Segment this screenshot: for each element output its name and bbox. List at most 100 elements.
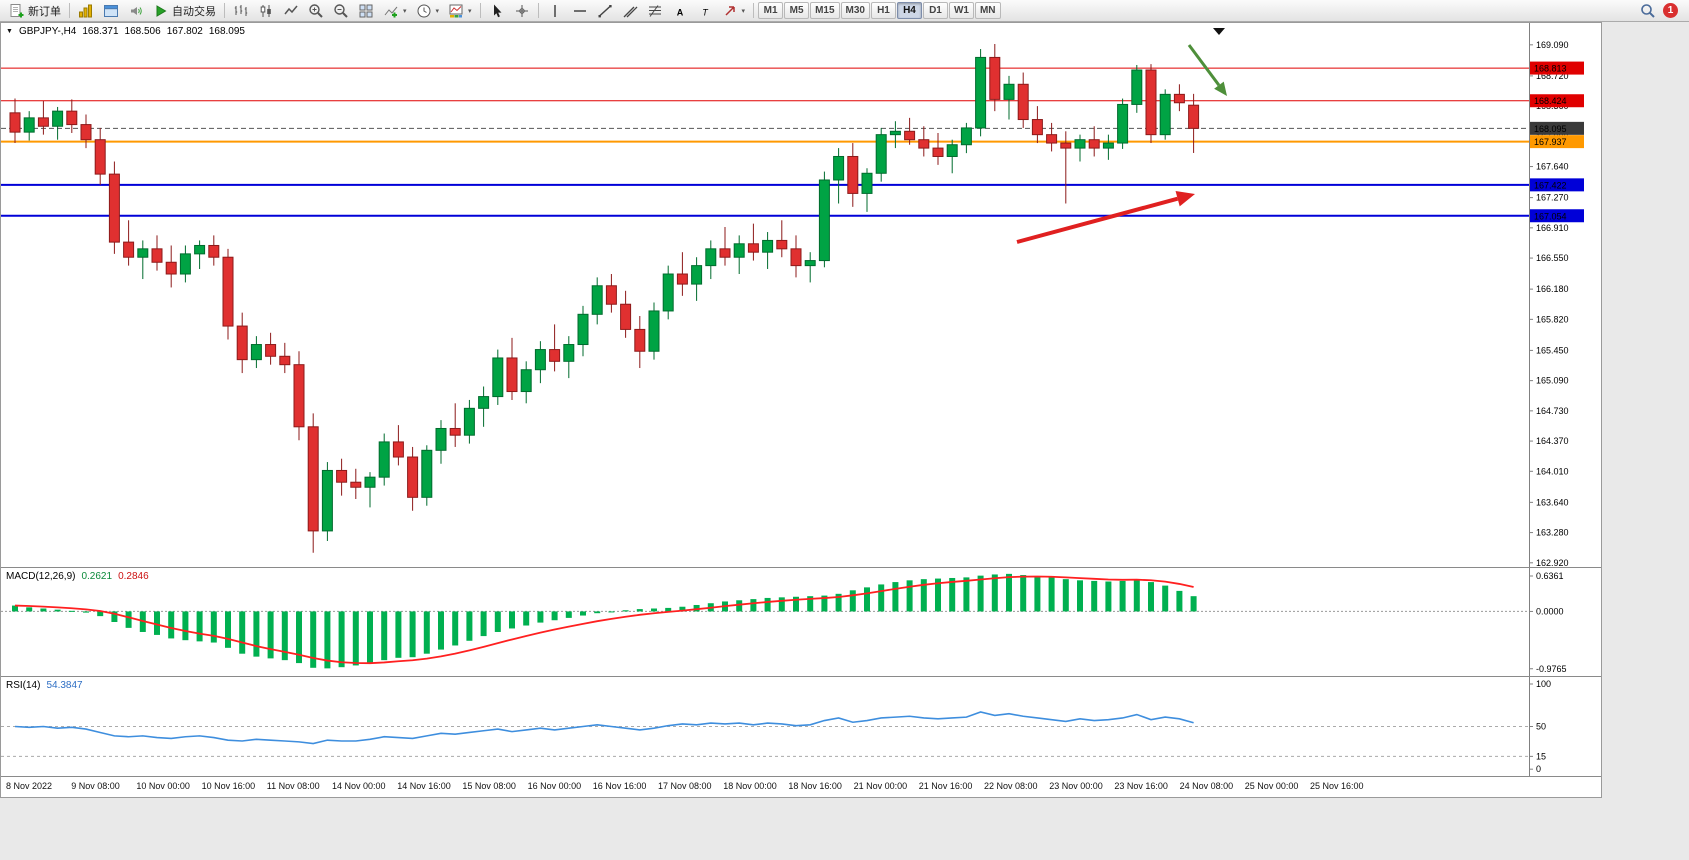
svg-text:50: 50 bbox=[1536, 722, 1546, 732]
timeframe-button-m30[interactable]: M30 bbox=[840, 2, 870, 19]
horizontal-line-button[interactable] bbox=[568, 1, 592, 21]
svg-text:167.937: 167.937 bbox=[1534, 137, 1567, 147]
svg-text:-0.9765: -0.9765 bbox=[1536, 664, 1567, 674]
profiles-button[interactable] bbox=[99, 1, 123, 21]
text-label-button[interactable]: T bbox=[693, 1, 717, 21]
text-button[interactable]: A bbox=[668, 1, 692, 21]
candlestick-button[interactable] bbox=[254, 1, 278, 21]
timeframe-button-w1[interactable]: W1 bbox=[948, 2, 974, 19]
tile-windows-icon bbox=[358, 3, 374, 19]
time-axis-label: 22 Nov 08:00 bbox=[984, 781, 1038, 791]
channel-button[interactable] bbox=[618, 1, 642, 21]
fibonacci-button[interactable] bbox=[643, 1, 667, 21]
svg-text:167.640: 167.640 bbox=[1536, 162, 1569, 172]
time-axis-label: 9 Nov 08:00 bbox=[71, 781, 120, 791]
svg-text:168.424: 168.424 bbox=[1534, 96, 1567, 106]
chevron-down-icon: ▾ bbox=[468, 7, 472, 15]
timeframe-group: M1 M5 M15 M30 H1 H4 D1 W1 MN bbox=[758, 2, 1001, 19]
price-axis-ticks: 169.090168.720168.360167.990167.640167.2… bbox=[1529, 40, 1569, 567]
line-chart-icon bbox=[283, 3, 299, 19]
time-axis-label: 25 Nov 16:00 bbox=[1310, 781, 1364, 791]
rsi-pane[interactable]: 100 50 15 0 RSI(14) 54.3847 bbox=[1, 677, 1601, 777]
trendline-button[interactable] bbox=[593, 1, 617, 21]
price-chart[interactable]: 169.090168.720168.360167.990167.640167.2… bbox=[1, 23, 1601, 567]
workspace-background-bottom bbox=[0, 798, 1602, 860]
svg-text:A: A bbox=[676, 7, 683, 17]
rsi-chart[interactable]: 100 50 15 0 bbox=[1, 677, 1601, 776]
cursor-icon bbox=[489, 3, 505, 19]
toolbar-separator bbox=[537, 3, 539, 18]
symbol-dropdown-icon[interactable]: ▼ bbox=[6, 28, 13, 35]
time-axis[interactable]: 8 Nov 2022 9 Nov 08:00 10 Nov 00:00 10 Nov … bbox=[1, 777, 1601, 797]
time-axis-label: 24 Nov 08:00 bbox=[1179, 781, 1234, 791]
notification-badge[interactable]: 1 bbox=[1663, 3, 1678, 18]
sound-icon bbox=[128, 3, 144, 19]
svg-text:167.270: 167.270 bbox=[1536, 193, 1569, 203]
time-axis-label: 18 Nov 00:00 bbox=[723, 781, 777, 791]
timeframe-button-d1[interactable]: D1 bbox=[922, 2, 948, 19]
channel-icon bbox=[622, 3, 638, 19]
zoom-out-button[interactable] bbox=[329, 1, 353, 21]
vertical-line-button[interactable] bbox=[543, 1, 567, 21]
timeframe-button-h1[interactable]: H1 bbox=[870, 2, 896, 19]
rsi-label: RSI(14) 54.3847 bbox=[6, 680, 83, 691]
profiles-icon bbox=[103, 3, 119, 19]
svg-text:167.054: 167.054 bbox=[1534, 211, 1567, 221]
tile-windows-button[interactable] bbox=[354, 1, 378, 21]
timeframe-button-m1[interactable]: M1 bbox=[758, 2, 784, 19]
periods-clock-icon bbox=[416, 3, 432, 19]
time-axis-label: 14 Nov 16:00 bbox=[397, 781, 451, 791]
text-label-icon: T bbox=[697, 3, 713, 19]
macd-histogram bbox=[12, 573, 1197, 669]
arrows-button[interactable]: ▾ bbox=[718, 1, 750, 21]
search-button[interactable] bbox=[1636, 1, 1660, 21]
rsi-line bbox=[14, 711, 1194, 745]
bar-chart-button[interactable] bbox=[229, 1, 253, 21]
svg-text:0.6361: 0.6361 bbox=[1536, 571, 1564, 581]
time-axis-label: 16 Nov 16:00 bbox=[592, 781, 647, 791]
svg-text:166.550: 166.550 bbox=[1536, 253, 1569, 263]
macd-chart[interactable]: 0.6361 0.0000 -0.9765 bbox=[1, 568, 1601, 676]
arrows-icon bbox=[722, 3, 738, 19]
price-axis-label-boxes: 168.813 168.424 168.095 167.937 167.422 167.0… bbox=[1530, 61, 1584, 223]
svg-text:163.280: 163.280 bbox=[1536, 528, 1569, 538]
new-order-icon bbox=[9, 3, 25, 19]
price-pane[interactable]: 169.090168.720168.360167.990167.640167.2… bbox=[1, 23, 1601, 568]
zoom-in-icon bbox=[308, 3, 324, 19]
timeframe-button-mn[interactable]: MN bbox=[974, 2, 1001, 19]
time-axis-label: 10 Nov 16:00 bbox=[201, 781, 256, 791]
time-axis-label: 25 Nov 00:00 bbox=[1244, 781, 1299, 791]
crosshair-button[interactable] bbox=[510, 1, 534, 21]
new-order-button[interactable]: 新订单 bbox=[5, 1, 65, 21]
time-axis-label: 11 Nov 08:00 bbox=[266, 781, 320, 791]
chevron-down-icon: ▾ bbox=[741, 7, 746, 15]
macd-pane[interactable]: 0.6361 0.0000 -0.9765 MACD(12,26,9) 0.2621… bbox=[1, 568, 1601, 677]
indicators-button[interactable]: ▾ bbox=[379, 1, 411, 21]
text-icon: A bbox=[672, 3, 688, 19]
svg-text:164.010: 164.010 bbox=[1536, 466, 1569, 476]
zoom-in-button[interactable] bbox=[304, 1, 328, 21]
sound-button[interactable] bbox=[124, 1, 148, 21]
ohlc-open: 168.371 bbox=[82, 26, 119, 37]
svg-text:166.180: 166.180 bbox=[1536, 284, 1569, 294]
timeframe-button-m15[interactable]: M15 bbox=[810, 2, 840, 19]
timeframe-button-h4[interactable]: H4 bbox=[896, 2, 922, 19]
templates-button[interactable]: ▾ bbox=[444, 1, 476, 21]
periods-button[interactable]: ▾ bbox=[412, 1, 444, 21]
svg-text:168.095: 168.095 bbox=[1534, 124, 1567, 134]
search-icon bbox=[1640, 3, 1656, 19]
timeframe-button-m5[interactable]: M5 bbox=[784, 2, 810, 19]
charts-button[interactable] bbox=[74, 1, 98, 21]
svg-text:100: 100 bbox=[1536, 679, 1551, 689]
cursor-button[interactable] bbox=[485, 1, 509, 21]
autotrade-button[interactable]: 自动交易 bbox=[149, 1, 220, 21]
horizontal-price-lines bbox=[1, 67, 1529, 217]
rsi-indicator-name: RSI(14) bbox=[6, 680, 41, 691]
bar-chart-icon bbox=[233, 3, 249, 19]
chart-symbol-period: GBPJPY-,H4 bbox=[18, 26, 77, 37]
chart-window: 169.090168.720168.360167.990167.640167.2… bbox=[0, 22, 1602, 798]
line-chart-button[interactable] bbox=[279, 1, 303, 21]
time-axis-label: 18 Nov 16:00 bbox=[788, 781, 842, 791]
time-axis-label: 21 Nov 16:00 bbox=[918, 781, 973, 791]
